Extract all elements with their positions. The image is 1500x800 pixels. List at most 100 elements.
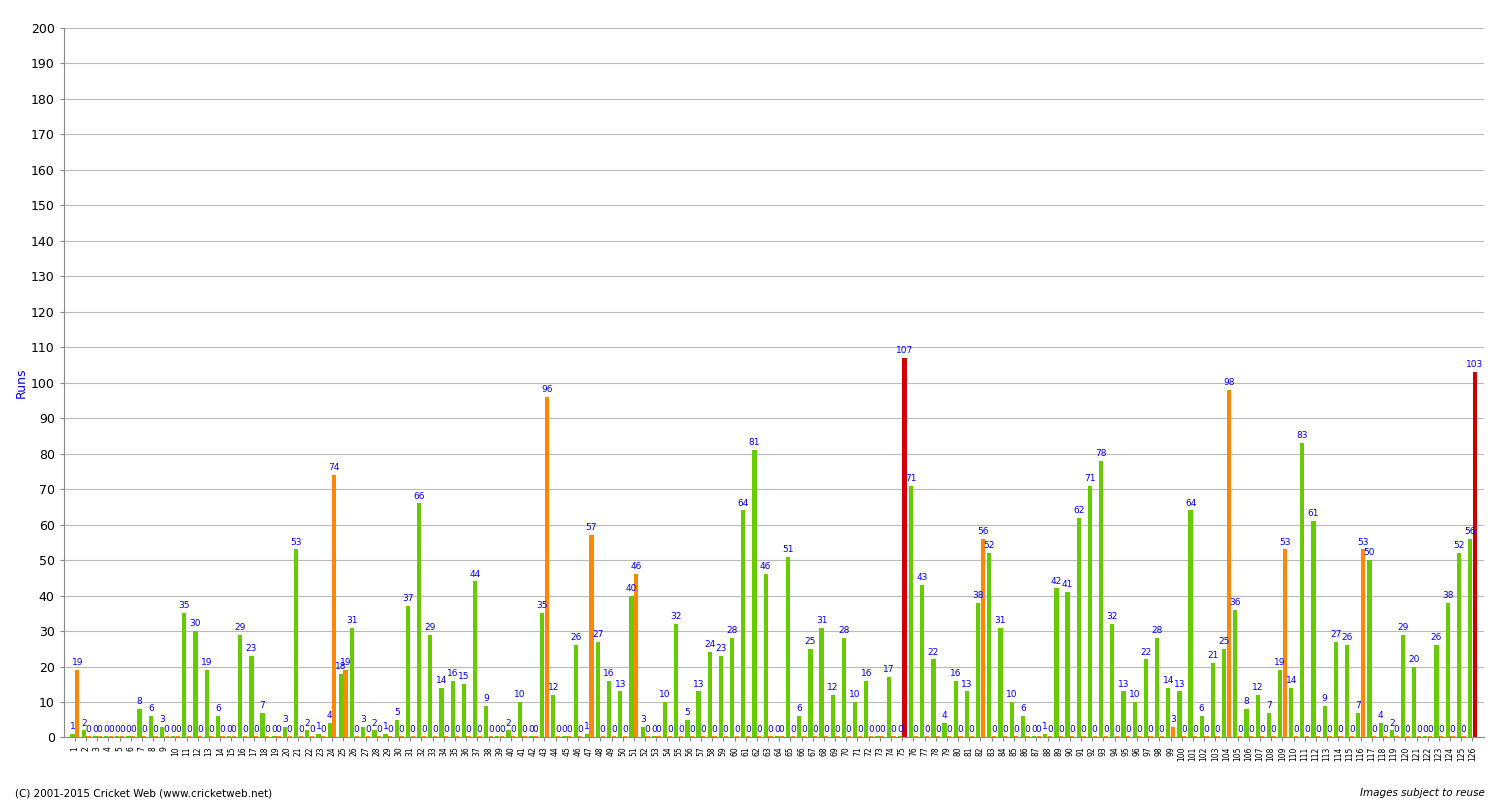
Bar xyxy=(1401,634,1406,738)
Bar xyxy=(1282,550,1287,738)
Bar xyxy=(321,737,326,738)
Text: 0: 0 xyxy=(600,725,606,734)
Bar xyxy=(987,553,992,738)
Text: 0: 0 xyxy=(578,725,584,734)
Bar xyxy=(746,737,750,738)
Text: 0: 0 xyxy=(1160,725,1164,734)
Text: 0: 0 xyxy=(1148,725,1154,734)
Text: 53: 53 xyxy=(1358,538,1368,546)
Text: 26: 26 xyxy=(1431,634,1442,642)
Text: 0: 0 xyxy=(897,725,903,734)
Text: 32: 32 xyxy=(670,612,682,621)
Bar xyxy=(612,737,616,738)
Text: 0: 0 xyxy=(171,725,176,734)
Text: 0: 0 xyxy=(874,725,880,734)
Text: 1: 1 xyxy=(584,722,590,731)
Bar xyxy=(992,737,996,738)
Bar xyxy=(108,737,112,738)
Bar xyxy=(1256,695,1260,738)
Bar xyxy=(298,737,303,738)
Bar xyxy=(1250,737,1254,738)
Text: 103: 103 xyxy=(1466,360,1484,370)
Text: 2: 2 xyxy=(372,718,376,727)
Text: 0: 0 xyxy=(153,725,159,734)
Text: 56: 56 xyxy=(1464,527,1476,536)
Text: 0: 0 xyxy=(891,725,897,734)
Bar xyxy=(1238,737,1242,738)
Text: 0: 0 xyxy=(924,725,930,734)
Bar xyxy=(1036,737,1041,738)
Bar xyxy=(741,510,746,738)
Text: 0: 0 xyxy=(231,725,237,734)
Bar xyxy=(926,737,928,738)
Text: 9: 9 xyxy=(483,694,489,702)
Text: 44: 44 xyxy=(470,570,480,578)
Text: 25: 25 xyxy=(1218,637,1230,646)
Text: 0: 0 xyxy=(96,725,102,734)
Text: 52: 52 xyxy=(984,541,994,550)
Bar xyxy=(507,730,510,738)
Text: 0: 0 xyxy=(756,725,762,734)
Text: 0: 0 xyxy=(522,725,528,734)
Text: 29: 29 xyxy=(424,622,436,632)
Text: 6: 6 xyxy=(214,704,220,714)
Bar xyxy=(530,737,532,738)
Text: 0: 0 xyxy=(868,725,874,734)
Bar xyxy=(454,737,459,738)
Text: 0: 0 xyxy=(108,725,114,734)
Bar xyxy=(786,557,790,738)
Bar xyxy=(1416,737,1420,738)
Bar xyxy=(1395,737,1398,738)
Bar xyxy=(284,727,286,738)
Text: 53: 53 xyxy=(1280,538,1290,546)
Bar xyxy=(690,737,694,738)
Text: 32: 32 xyxy=(1107,612,1118,621)
Bar xyxy=(969,737,974,738)
Bar xyxy=(495,737,500,738)
Text: 64: 64 xyxy=(1185,498,1197,508)
Text: 43: 43 xyxy=(916,573,928,582)
Bar xyxy=(70,734,75,738)
Bar xyxy=(1245,709,1248,738)
Bar xyxy=(1122,691,1125,738)
Text: 0: 0 xyxy=(561,725,567,734)
Text: 0: 0 xyxy=(488,725,494,734)
Text: 20: 20 xyxy=(1408,654,1420,664)
Text: 0: 0 xyxy=(198,725,202,734)
Bar xyxy=(550,695,555,738)
Text: 0: 0 xyxy=(86,725,92,734)
Text: 42: 42 xyxy=(1052,577,1062,586)
Bar xyxy=(700,737,705,738)
Text: 0: 0 xyxy=(690,725,694,734)
Bar xyxy=(735,737,740,738)
Bar xyxy=(674,624,678,738)
Bar xyxy=(886,677,891,738)
Bar xyxy=(976,602,981,738)
Text: 0: 0 xyxy=(1371,725,1377,734)
Text: 35: 35 xyxy=(537,602,548,610)
Bar xyxy=(808,649,813,738)
Bar xyxy=(394,720,399,738)
Text: 19: 19 xyxy=(72,658,82,667)
Bar xyxy=(417,503,422,738)
Text: 3: 3 xyxy=(282,715,288,724)
Text: 0: 0 xyxy=(399,725,405,734)
Text: 6: 6 xyxy=(148,704,153,714)
Bar xyxy=(680,737,682,738)
Text: 19: 19 xyxy=(1275,658,1286,667)
Text: 0: 0 xyxy=(668,725,672,734)
Bar xyxy=(366,737,370,738)
Text: 0: 0 xyxy=(1394,725,1400,734)
Text: 0: 0 xyxy=(1002,725,1008,734)
Bar xyxy=(1172,727,1174,738)
Bar xyxy=(176,737,180,738)
Bar xyxy=(753,450,756,738)
Bar xyxy=(842,638,846,738)
Text: 1: 1 xyxy=(1042,722,1048,731)
Text: 30: 30 xyxy=(189,619,201,628)
Bar xyxy=(1233,610,1238,738)
Text: 53: 53 xyxy=(291,538,302,546)
Text: 12: 12 xyxy=(827,683,839,692)
Bar xyxy=(1450,737,1455,738)
Bar xyxy=(1438,737,1443,738)
